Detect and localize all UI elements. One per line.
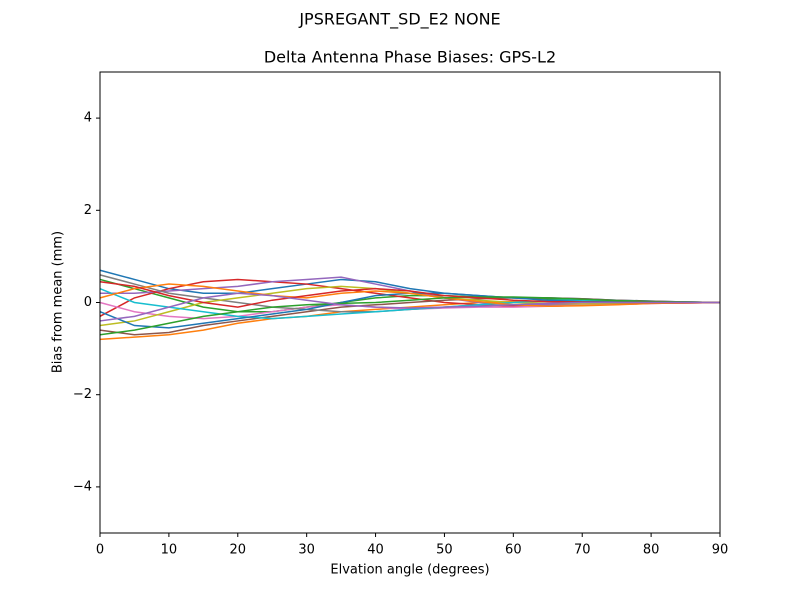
x-tick-label: 80	[643, 543, 660, 558]
x-tick-label: 20	[230, 543, 247, 558]
x-tick-label: 40	[367, 543, 384, 558]
x-tick-label: 60	[505, 543, 522, 558]
x-tick-label: 10	[161, 543, 178, 558]
y-axis-label: Bias from mean (mm)	[51, 231, 66, 373]
y-tick-label: 2	[84, 203, 92, 218]
plot-frame	[99, 71, 721, 534]
series-line	[99, 296, 721, 336]
x-tick-label: 70	[574, 543, 591, 558]
y-tick-label: 4	[84, 111, 92, 126]
y-tick-label: −4	[73, 479, 92, 494]
series-line	[99, 283, 721, 307]
x-axis-label: Elvation angle (degrees)	[330, 563, 489, 578]
y-tick-label: −2	[73, 387, 92, 402]
x-tick-label: 50	[436, 543, 453, 558]
x-tick-label: 30	[298, 543, 315, 558]
suptitle: JPSREGANT_SD_E2 NONE	[298, 10, 500, 30]
series-line	[99, 292, 720, 322]
x-tick-label: 90	[712, 543, 729, 558]
x-tick-label: 0	[96, 543, 104, 558]
y-tick-label: 0	[84, 295, 92, 310]
chart-title: Delta Antenna Phase Biases: GPS-L2	[264, 48, 556, 67]
